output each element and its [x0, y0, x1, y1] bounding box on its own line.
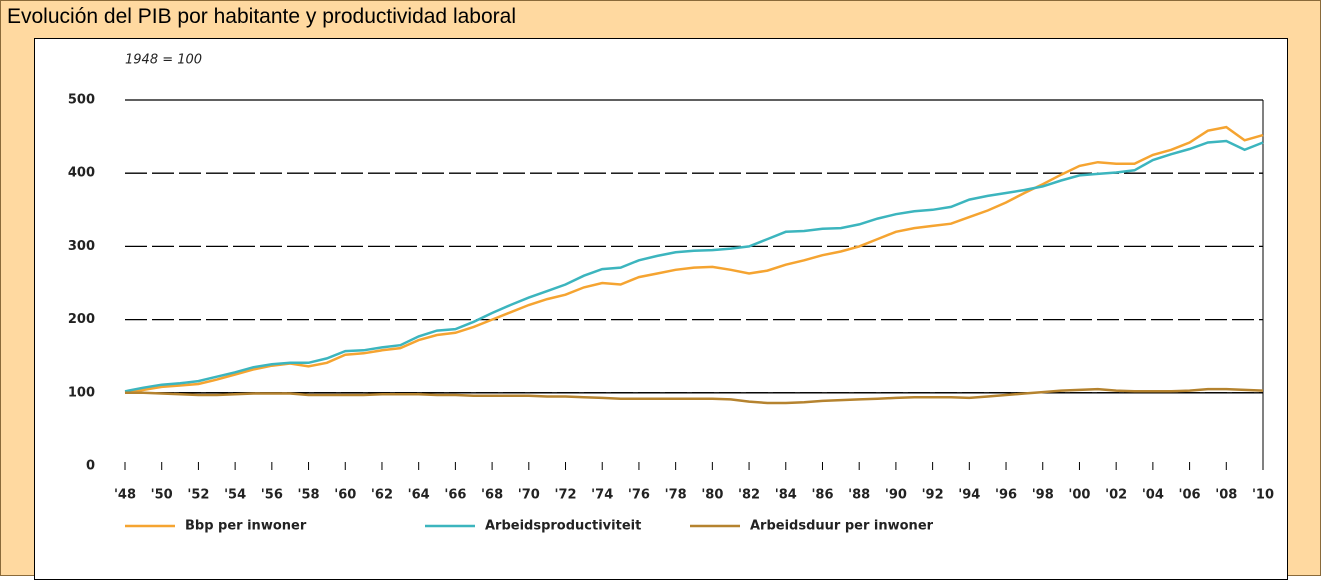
x-tick-label: '04 — [1142, 488, 1164, 503]
x-tick-label: '64 — [408, 488, 430, 503]
x-tick-label: '66 — [444, 488, 466, 503]
x-tick-label: '08 — [1215, 488, 1237, 503]
x-tick-label: '02 — [1105, 488, 1127, 503]
x-tick-label: '56 — [261, 488, 283, 503]
chart-title: Evolución del PIB por habitante y produc… — [7, 5, 516, 28]
x-tick-label: '82 — [738, 488, 760, 503]
legend-label: Arbeidsproductiviteit — [485, 519, 641, 534]
x-tick-label: '10 — [1252, 488, 1274, 503]
x-tick-label: '86 — [811, 488, 833, 503]
y-tick-label: 300 — [68, 239, 95, 254]
x-tick-label: '52 — [187, 488, 209, 503]
series-line — [124, 139, 1264, 393]
x-tick-label: '62 — [371, 488, 393, 503]
x-tick-label: '78 — [665, 488, 687, 503]
y-tick-label: 500 — [68, 93, 95, 108]
subtitle: 1948 = 100 — [125, 53, 202, 68]
series-line — [124, 125, 1264, 395]
x-tick-label: '80 — [701, 488, 723, 503]
x-tick-label: '90 — [885, 488, 907, 503]
legend-label: Arbeidsduur per inwoner — [750, 519, 934, 534]
x-tick-label: '60 — [334, 488, 356, 503]
x-tick-label: '06 — [1179, 488, 1201, 503]
x-tick-label: '68 — [481, 488, 503, 503]
x-tick-label: '70 — [518, 488, 540, 503]
x-tick-label: '96 — [995, 488, 1017, 503]
panel — [34, 38, 1288, 580]
x-tick-label: '98 — [1032, 488, 1054, 503]
y-tick-label: 400 — [68, 166, 95, 181]
x-tick-label: '94 — [958, 488, 980, 503]
legend-label: Bbp per inwoner — [185, 519, 307, 534]
x-tick-label: '92 — [922, 488, 944, 503]
x-tick-label: '48 — [114, 488, 136, 503]
y-tick-label: 0 — [86, 459, 95, 474]
x-tick-label: '76 — [628, 488, 650, 503]
x-tick-label: '72 — [554, 488, 576, 503]
x-tick-label: '54 — [224, 488, 246, 503]
x-tick-label: '74 — [591, 488, 613, 503]
y-tick-label: 200 — [68, 312, 95, 327]
x-tick-label: '84 — [775, 488, 797, 503]
x-tick-label: '50 — [151, 488, 173, 503]
y-tick-label: 100 — [68, 385, 95, 400]
series-line — [125, 387, 1264, 405]
x-tick-label: '88 — [848, 488, 870, 503]
x-tick-label: '58 — [298, 488, 320, 503]
x-tick-label: '00 — [1068, 488, 1090, 503]
